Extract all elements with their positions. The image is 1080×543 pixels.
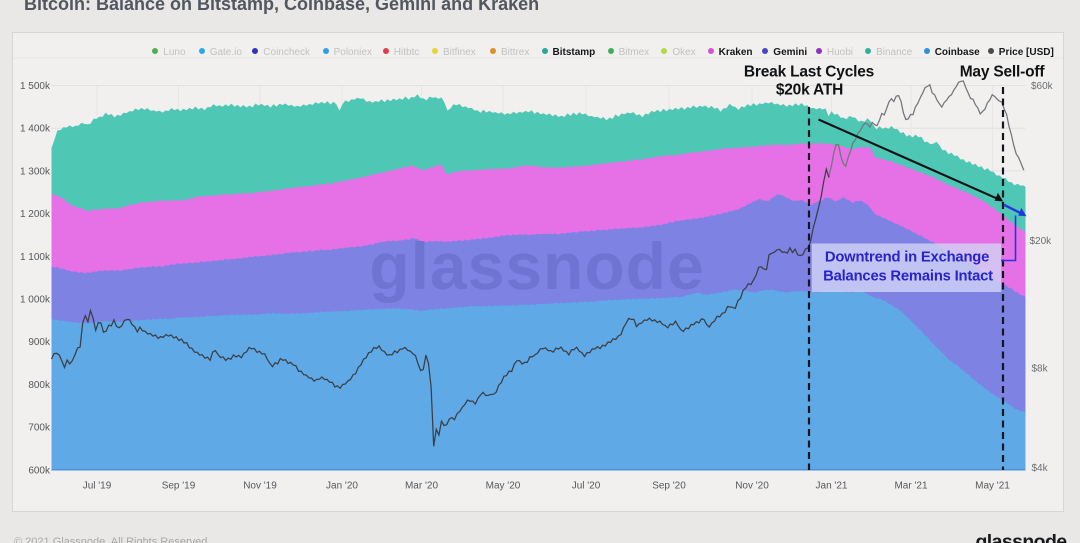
svg-text:$60k: $60k: [1031, 81, 1054, 92]
svg-text:Downtrend in Exchange: Downtrend in Exchange: [825, 250, 989, 266]
svg-text:glassnode: glassnode: [369, 229, 704, 303]
svg-text:1 000k: 1 000k: [20, 295, 51, 306]
svg-text:Sep '20: Sep '20: [652, 481, 686, 492]
svg-text:May Sell-off: May Sell-off: [960, 64, 1046, 81]
svg-text:Jan '21: Jan '21: [816, 481, 848, 492]
svg-text:900k: 900k: [28, 337, 51, 348]
svg-text:Mar '21: Mar '21: [894, 481, 927, 492]
svg-text:1 100k: 1 100k: [20, 252, 51, 263]
svg-text:Mar '20: Mar '20: [405, 481, 438, 492]
svg-text:$20k: $20k: [1030, 236, 1053, 247]
svg-text:1 200k: 1 200k: [20, 209, 51, 220]
svg-text:1 500k: 1 500k: [20, 81, 51, 92]
svg-text:Nov '19: Nov '19: [243, 481, 277, 492]
svg-text:600k: 600k: [28, 465, 51, 476]
svg-text:Jul '19: Jul '19: [83, 481, 112, 492]
svg-text:$4k: $4k: [1032, 463, 1049, 474]
svg-text:800k: 800k: [28, 380, 51, 391]
svg-text:1 300k: 1 300k: [20, 166, 51, 177]
svg-text:700k: 700k: [28, 423, 51, 434]
svg-text:Jul '20: Jul '20: [572, 481, 601, 492]
svg-text:Nov '20: Nov '20: [735, 481, 769, 492]
svg-text:Jan '20: Jan '20: [326, 481, 358, 492]
svg-text:Break Last Cycles: Break Last Cycles: [744, 64, 874, 81]
svg-text:$8k: $8k: [1032, 364, 1049, 375]
svg-text:May '20: May '20: [486, 481, 521, 492]
svg-text:May '21: May '21: [975, 481, 1010, 492]
svg-text:$20k ATH: $20k ATH: [776, 82, 843, 99]
svg-text:Sep '19: Sep '19: [162, 481, 196, 492]
svg-text:Balances Remains Intact: Balances Remains Intact: [823, 269, 993, 285]
svg-text:1 400k: 1 400k: [20, 124, 51, 135]
